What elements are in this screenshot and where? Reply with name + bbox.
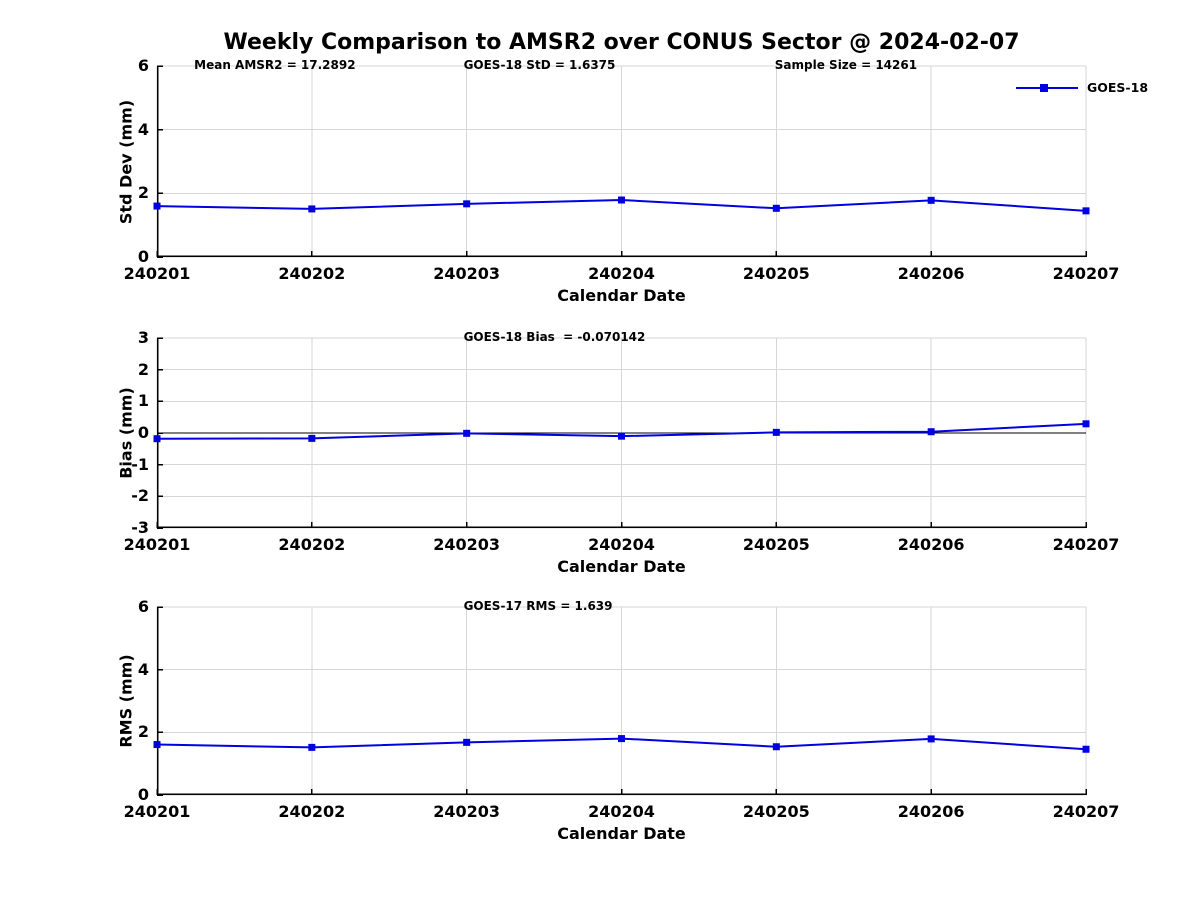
x-tick-label: 240204 <box>588 264 655 283</box>
chart-annotation: Sample Size = 14261 <box>774 58 918 72</box>
std-dev-subplot-canvas <box>153 65 1090 258</box>
y-tick-label: 0 <box>137 423 149 442</box>
x-tick-label: 240207 <box>1052 264 1120 283</box>
y-tick-label: 6 <box>137 56 149 75</box>
chart-annotation: GOES-18 StD = 1.6375 <box>463 58 616 72</box>
data-point-marker <box>927 428 935 436</box>
x-tick-label: 240201 <box>123 264 191 283</box>
rms-subplot-canvas <box>153 606 1090 796</box>
figure-title: Weekly Comparison to AMSR2 over CONUS Se… <box>223 30 1020 55</box>
subplot-rms: 0 2 4 6 240201 240202 240203 240204 240205 240206… <box>117 597 1120 843</box>
y-tick-label: 0 <box>137 785 149 804</box>
legend: GOES-18 <box>1016 80 1148 96</box>
y-tick-label: 6 <box>137 597 149 616</box>
x-tick-label: 240207 <box>1052 802 1120 821</box>
x-tick-label: 240205 <box>742 802 810 821</box>
y-tick-label: -3 <box>131 518 149 537</box>
y-tick-label: 4 <box>137 659 149 679</box>
x-tick-label: 240203 <box>433 535 501 554</box>
y-tick-label: 0 <box>137 247 149 266</box>
chart-annotation: GOES-18 Bias = -0.070142 <box>463 330 646 344</box>
subplot-std-dev: 0 2 4 6 240201 240202 240203 240204 240205 240206… <box>117 56 1120 305</box>
legend-marker-icon <box>1040 84 1048 92</box>
x-tick-label: 240206 <box>897 802 965 821</box>
x-tick-label: 240202 <box>278 264 346 283</box>
x-tick-label: 240205 <box>742 264 810 283</box>
data-point-marker <box>772 204 780 212</box>
data-point-marker <box>153 435 161 443</box>
data-point-marker <box>463 200 471 208</box>
bias-subplot-canvas <box>153 337 1090 529</box>
data-point-marker <box>1082 420 1090 428</box>
x-axis-label: Calendar Date <box>557 557 686 576</box>
y-axis-label: Std Dev (mm) <box>116 99 136 224</box>
data-point-marker <box>153 741 161 749</box>
data-point-marker <box>927 196 935 204</box>
x-tick-label: 240201 <box>123 802 191 821</box>
x-axis-label: Calendar Date <box>557 824 686 843</box>
y-tick-label: 4 <box>137 119 149 139</box>
data-point-marker <box>772 743 780 751</box>
data-point-marker <box>618 432 625 440</box>
data-point-marker <box>153 202 161 210</box>
y-tick-label: 1 <box>137 391 149 411</box>
x-tick-label: 240205 <box>742 535 810 554</box>
x-tick-label: 240201 <box>123 535 191 554</box>
data-point-marker <box>463 429 471 437</box>
x-tick-label: 240202 <box>278 535 346 554</box>
data-point-marker <box>463 738 471 746</box>
y-tick-label: -1 <box>131 454 149 474</box>
chart-annotation: GOES-17 RMS = 1.639 <box>463 599 613 613</box>
x-tick-label: 240203 <box>433 264 501 283</box>
x-tick-label: 240203 <box>433 802 501 821</box>
data-point-marker <box>1082 207 1090 215</box>
y-tick-label: 2 <box>137 722 149 742</box>
y-tick-label: 2 <box>137 183 149 203</box>
data-point-marker <box>308 743 316 751</box>
y-tick-label: 3 <box>137 328 149 347</box>
legend-line-sample <box>1016 84 1078 92</box>
x-tick-label: 240204 <box>588 535 655 554</box>
x-tick-label: 240202 <box>278 802 346 821</box>
data-point-marker <box>772 428 780 436</box>
data-point-marker <box>927 735 935 743</box>
data-point-marker <box>1082 745 1090 753</box>
data-point-marker <box>618 735 625 743</box>
x-tick-label: 240206 <box>897 264 965 283</box>
x-tick-label: 240207 <box>1052 535 1120 554</box>
y-tick-label: -2 <box>131 486 149 506</box>
x-tick-label: 240206 <box>897 535 965 554</box>
x-tick-label: 240204 <box>588 802 655 821</box>
data-point-marker <box>618 196 625 204</box>
y-axis-label: Bias (mm) <box>116 387 136 479</box>
x-axis-label: Calendar Date <box>557 286 686 305</box>
y-axis-label: RMS (mm) <box>116 654 136 748</box>
subplot-bias: -3 -2 -1 0 1 2 3 240201 240202 240203 240204 240205… <box>117 328 1120 576</box>
legend-label: GOES-18 <box>1087 80 1149 95</box>
chart-annotation: Mean AMSR2 = 17.2892 <box>194 58 356 72</box>
y-tick-label: 2 <box>137 359 149 379</box>
data-point-marker <box>308 205 316 213</box>
data-point-marker <box>308 434 316 442</box>
